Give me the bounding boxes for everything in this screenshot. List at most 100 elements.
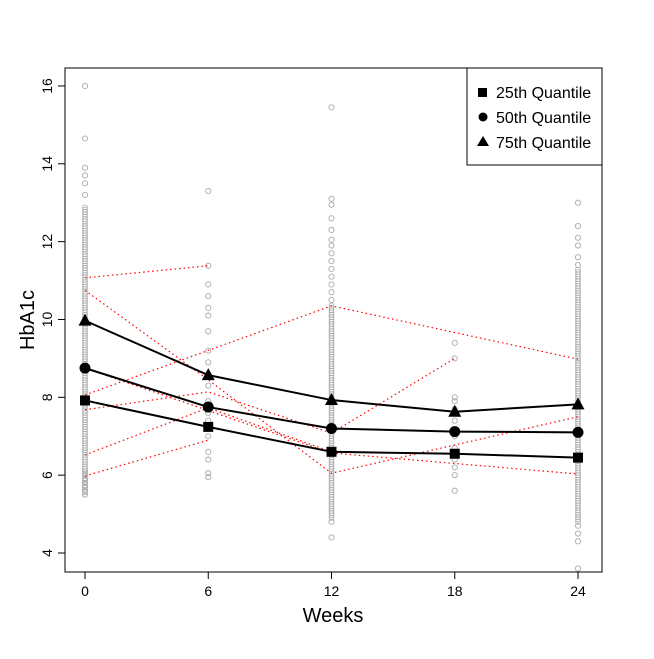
axes: 0 6 12 18 24 4 6 8 10 12 14 16 (39, 78, 586, 599)
observation-point (451, 464, 458, 471)
observation-point (574, 254, 582, 261)
legend-label-50th: 50th Quantile (496, 110, 591, 127)
y-tick-label: 12 (39, 234, 55, 250)
y-tick-label: 10 (39, 311, 55, 327)
observation-point (205, 293, 212, 300)
observation-point (205, 304, 212, 311)
observation-point (574, 234, 582, 241)
observation-point (574, 565, 582, 572)
observation-point (205, 328, 212, 335)
x-tick-label: 12 (324, 583, 340, 599)
observation-point (574, 242, 582, 249)
observation-point (451, 355, 458, 362)
individual-trajectory-line (84, 289, 579, 474)
observation-point (205, 262, 212, 269)
square-marker (449, 448, 460, 459)
observation-point (205, 456, 212, 463)
observation-point (574, 199, 582, 206)
circle-marker (572, 426, 584, 438)
legend-triangle-icon (477, 136, 489, 146)
observation-point (205, 382, 212, 389)
circle-marker (326, 422, 337, 434)
observation-point (328, 195, 335, 202)
x-tick-label: 6 (204, 583, 212, 599)
observation-point (574, 530, 582, 537)
observation-point (451, 398, 458, 405)
x-axis-label: Weeks (303, 605, 364, 627)
observation-point (574, 223, 582, 230)
observation-point (205, 347, 212, 354)
observation-point (328, 104, 335, 111)
legend-label-25th: 25th Quantile (496, 85, 591, 102)
observation-point (451, 394, 458, 401)
observation-point (205, 312, 212, 319)
individual-trajectory-line (84, 357, 456, 434)
observation-point (81, 172, 89, 179)
observation-point (574, 261, 582, 269)
observation-point (81, 468, 89, 475)
observation-point (328, 534, 335, 541)
observation-point (328, 281, 335, 288)
observation-point (82, 204, 88, 211)
individual-trajectory-line (84, 439, 209, 477)
observation-point (81, 479, 89, 486)
observation-point (328, 296, 335, 304)
triangle-marker (78, 313, 92, 326)
legend-label-75th: 75th Quantile (496, 135, 591, 152)
square-marker (203, 421, 214, 432)
y-tick-label: 8 (39, 393, 55, 401)
circle-marker (202, 401, 214, 413)
individual-trajectory-line (84, 305, 579, 396)
legend-circle-icon (478, 112, 488, 122)
observation-point (328, 250, 335, 257)
observation-point (451, 472, 458, 479)
observation-point (328, 273, 335, 280)
x-tick-label: 0 (81, 583, 89, 599)
observation-point (205, 433, 212, 440)
circle-marker (79, 362, 91, 374)
observation-point (328, 215, 335, 222)
observation-point (82, 206, 88, 213)
individual-trajectory-line (84, 367, 579, 475)
legend-box (466, 67, 603, 166)
y-tick-label: 14 (39, 156, 55, 172)
triangle-marker (448, 404, 462, 417)
observation-point (81, 472, 89, 479)
triangle-marker (201, 368, 215, 381)
observation-point (205, 448, 212, 455)
square-marker (573, 452, 583, 463)
observation-point (81, 491, 89, 498)
observation-point (451, 339, 458, 346)
observation-point (574, 522, 582, 529)
observation-point (205, 281, 212, 288)
observation-point (81, 476, 89, 483)
observation-point (205, 470, 212, 477)
y-tick-label: 6 (39, 471, 55, 479)
observation-point (81, 180, 89, 187)
observation-point (81, 82, 89, 90)
square-marker (80, 395, 90, 406)
observation-point (81, 483, 89, 490)
y-tick-label: 16 (39, 78, 55, 94)
y-axis-label: HbA1c (17, 290, 39, 350)
observation-point (328, 518, 335, 525)
observation-point (575, 269, 581, 275)
observation-point (205, 474, 212, 481)
observation-point (81, 135, 89, 142)
observation-point (205, 359, 212, 366)
observation-point (451, 487, 458, 494)
observation-point (328, 289, 335, 296)
x-tick-label: 24 (570, 583, 586, 599)
observations-layer (81, 82, 582, 572)
observation-point (205, 187, 212, 195)
triangle-marker (571, 397, 585, 410)
observation-point (328, 242, 335, 249)
circle-marker (449, 426, 461, 438)
observation-point (328, 201, 335, 208)
series-layer (78, 313, 585, 463)
y-tick-label: 4 (39, 549, 55, 557)
legend: 25th Quantile 50th Quantile 75th Quantil… (466, 67, 603, 166)
observation-point (574, 538, 582, 545)
observation-point (328, 265, 335, 272)
